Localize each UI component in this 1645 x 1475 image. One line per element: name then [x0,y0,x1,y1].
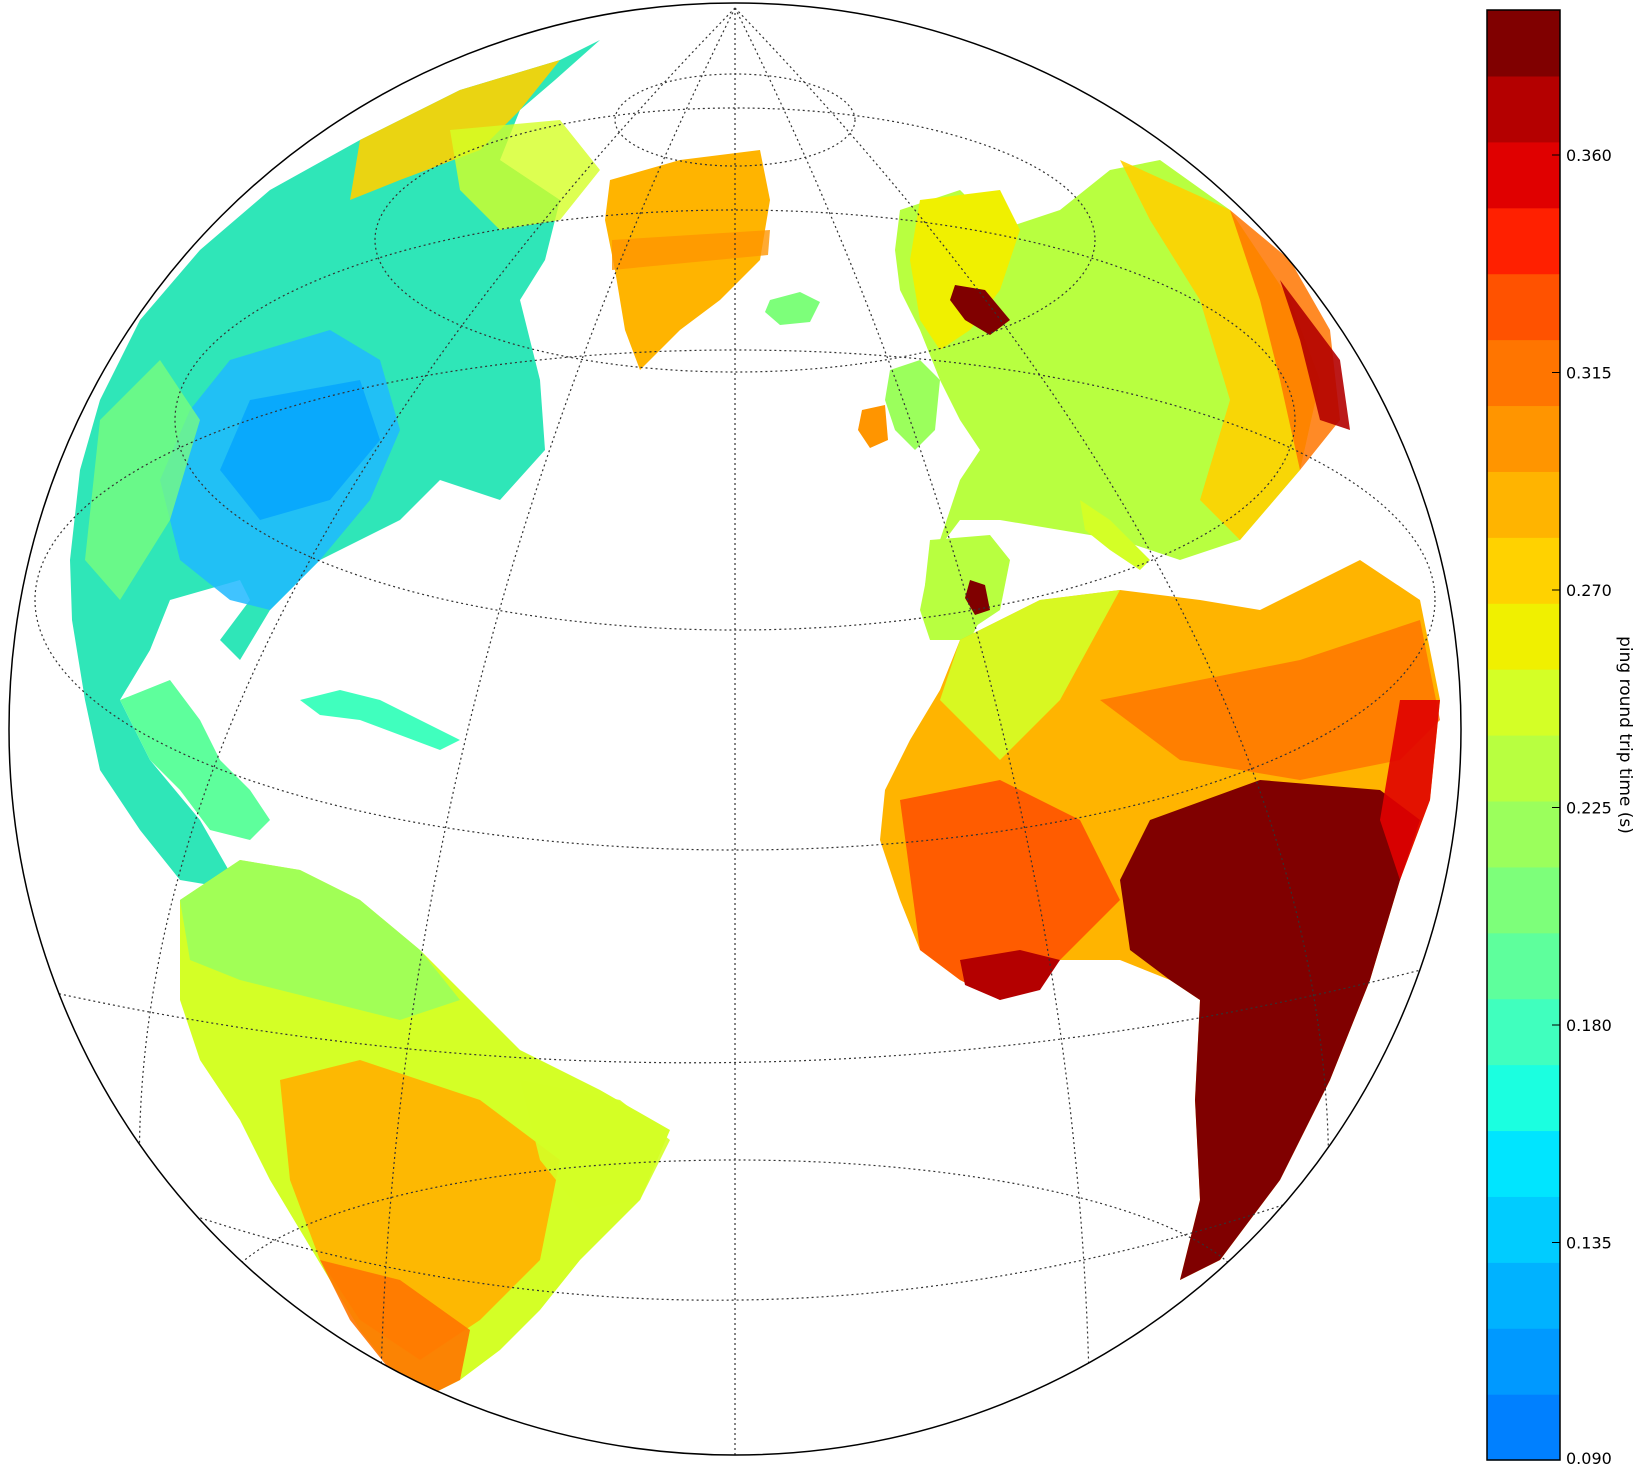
colorbar-tick-label: 0.360 [1566,146,1612,165]
colorbar-tick-label: 0.225 [1566,799,1612,818]
graticule [19,7,1441,1455]
colorbar-swatch [1487,207,1560,275]
meridian-east-2 [734,7,1330,1301]
colorbar-swatch [1487,932,1560,1000]
globe-outline [8,2,1462,1456]
colorbar-swatch [1487,339,1560,407]
north-africa-band [940,590,1120,760]
colorbar-tick-label: 0.270 [1566,581,1612,600]
british-isles-landmass [885,360,940,450]
colorbar-tick-label: 0.135 [1566,1234,1612,1253]
south-america-north-band [180,860,460,1020]
brazil-east-band [520,1080,670,1210]
colorbar-tick-label: 0.180 [1566,1016,1612,1035]
colorbar-swatch [1487,998,1560,1066]
greenland-band [612,230,770,270]
colorbar-swatch [1487,1130,1560,1197]
ireland-landmass [858,405,888,448]
colorbar-swatch [1487,10,1560,77]
north-america-west-band [85,360,200,600]
russia-far-edge [1280,280,1350,430]
iberia-hotspot [965,580,990,615]
colorbar-swatch [1487,405,1560,472]
central-southern-africa-max-latency [1120,780,1420,1280]
colorbar-swatches [1487,10,1560,1461]
north-america-great-lakes-band [220,380,380,520]
colorbar-swatch [1487,141,1560,209]
colorbar: 0.090 0.135 0.180 0.225 0.270 0.315 0.360 ping… [1486,9,1635,1468]
south-america-south-band [320,1260,470,1400]
italy-landmass [1080,500,1150,570]
russia-east-band [1230,210,1340,470]
colorbar-frame [1486,9,1561,1461]
colorbar-swatch [1487,866,1560,934]
sweden-hotspot [950,285,1010,335]
colorbar-swatch [1487,1328,1560,1395]
caribbean-islands [300,690,460,750]
colorbar-swatch [1487,669,1560,736]
colorbar-swatch [1487,75,1560,143]
central-africa-band [1100,620,1440,780]
globe [8,2,1462,1456]
colorbar-swatch [1487,603,1560,670]
colorbar-tick-label: 0.315 [1566,364,1612,383]
colorbar-swatch [1487,800,1560,868]
colorbar-swatch [1487,537,1560,604]
meridian-west-2 [138,7,736,1301]
canadian-arctic-band [450,120,600,230]
colorbar-swatch [1487,273,1560,341]
latitude-line-20s [119,1169,1381,1301]
colorbar-swatch [1487,1394,1560,1461]
iceland-landmass [765,292,820,325]
colorbar-swatch [1487,1064,1560,1132]
colorbar-swatch [1487,1196,1560,1263]
land-masses [70,40,1440,1400]
scandinavia-landmass [910,190,1020,350]
central-america-landmass [120,680,270,840]
colorbar-swatch [1487,735,1560,802]
colorbar-ticks: 0.090 0.135 0.180 0.225 0.270 0.315 0.360 [1552,146,1612,1468]
colorbar-swatch [1487,471,1560,538]
west-africa-band [900,780,1120,1000]
east-africa-edge [1380,700,1440,880]
gulf-of-guinea-coast [960,950,1060,1000]
eastern-europe-band [1120,160,1320,540]
colorbar-swatch [1487,1262,1560,1329]
colorbar-tick-label: 0.090 [1566,1449,1612,1468]
colorbar-label: ping round trip time (s) [1615,636,1635,834]
